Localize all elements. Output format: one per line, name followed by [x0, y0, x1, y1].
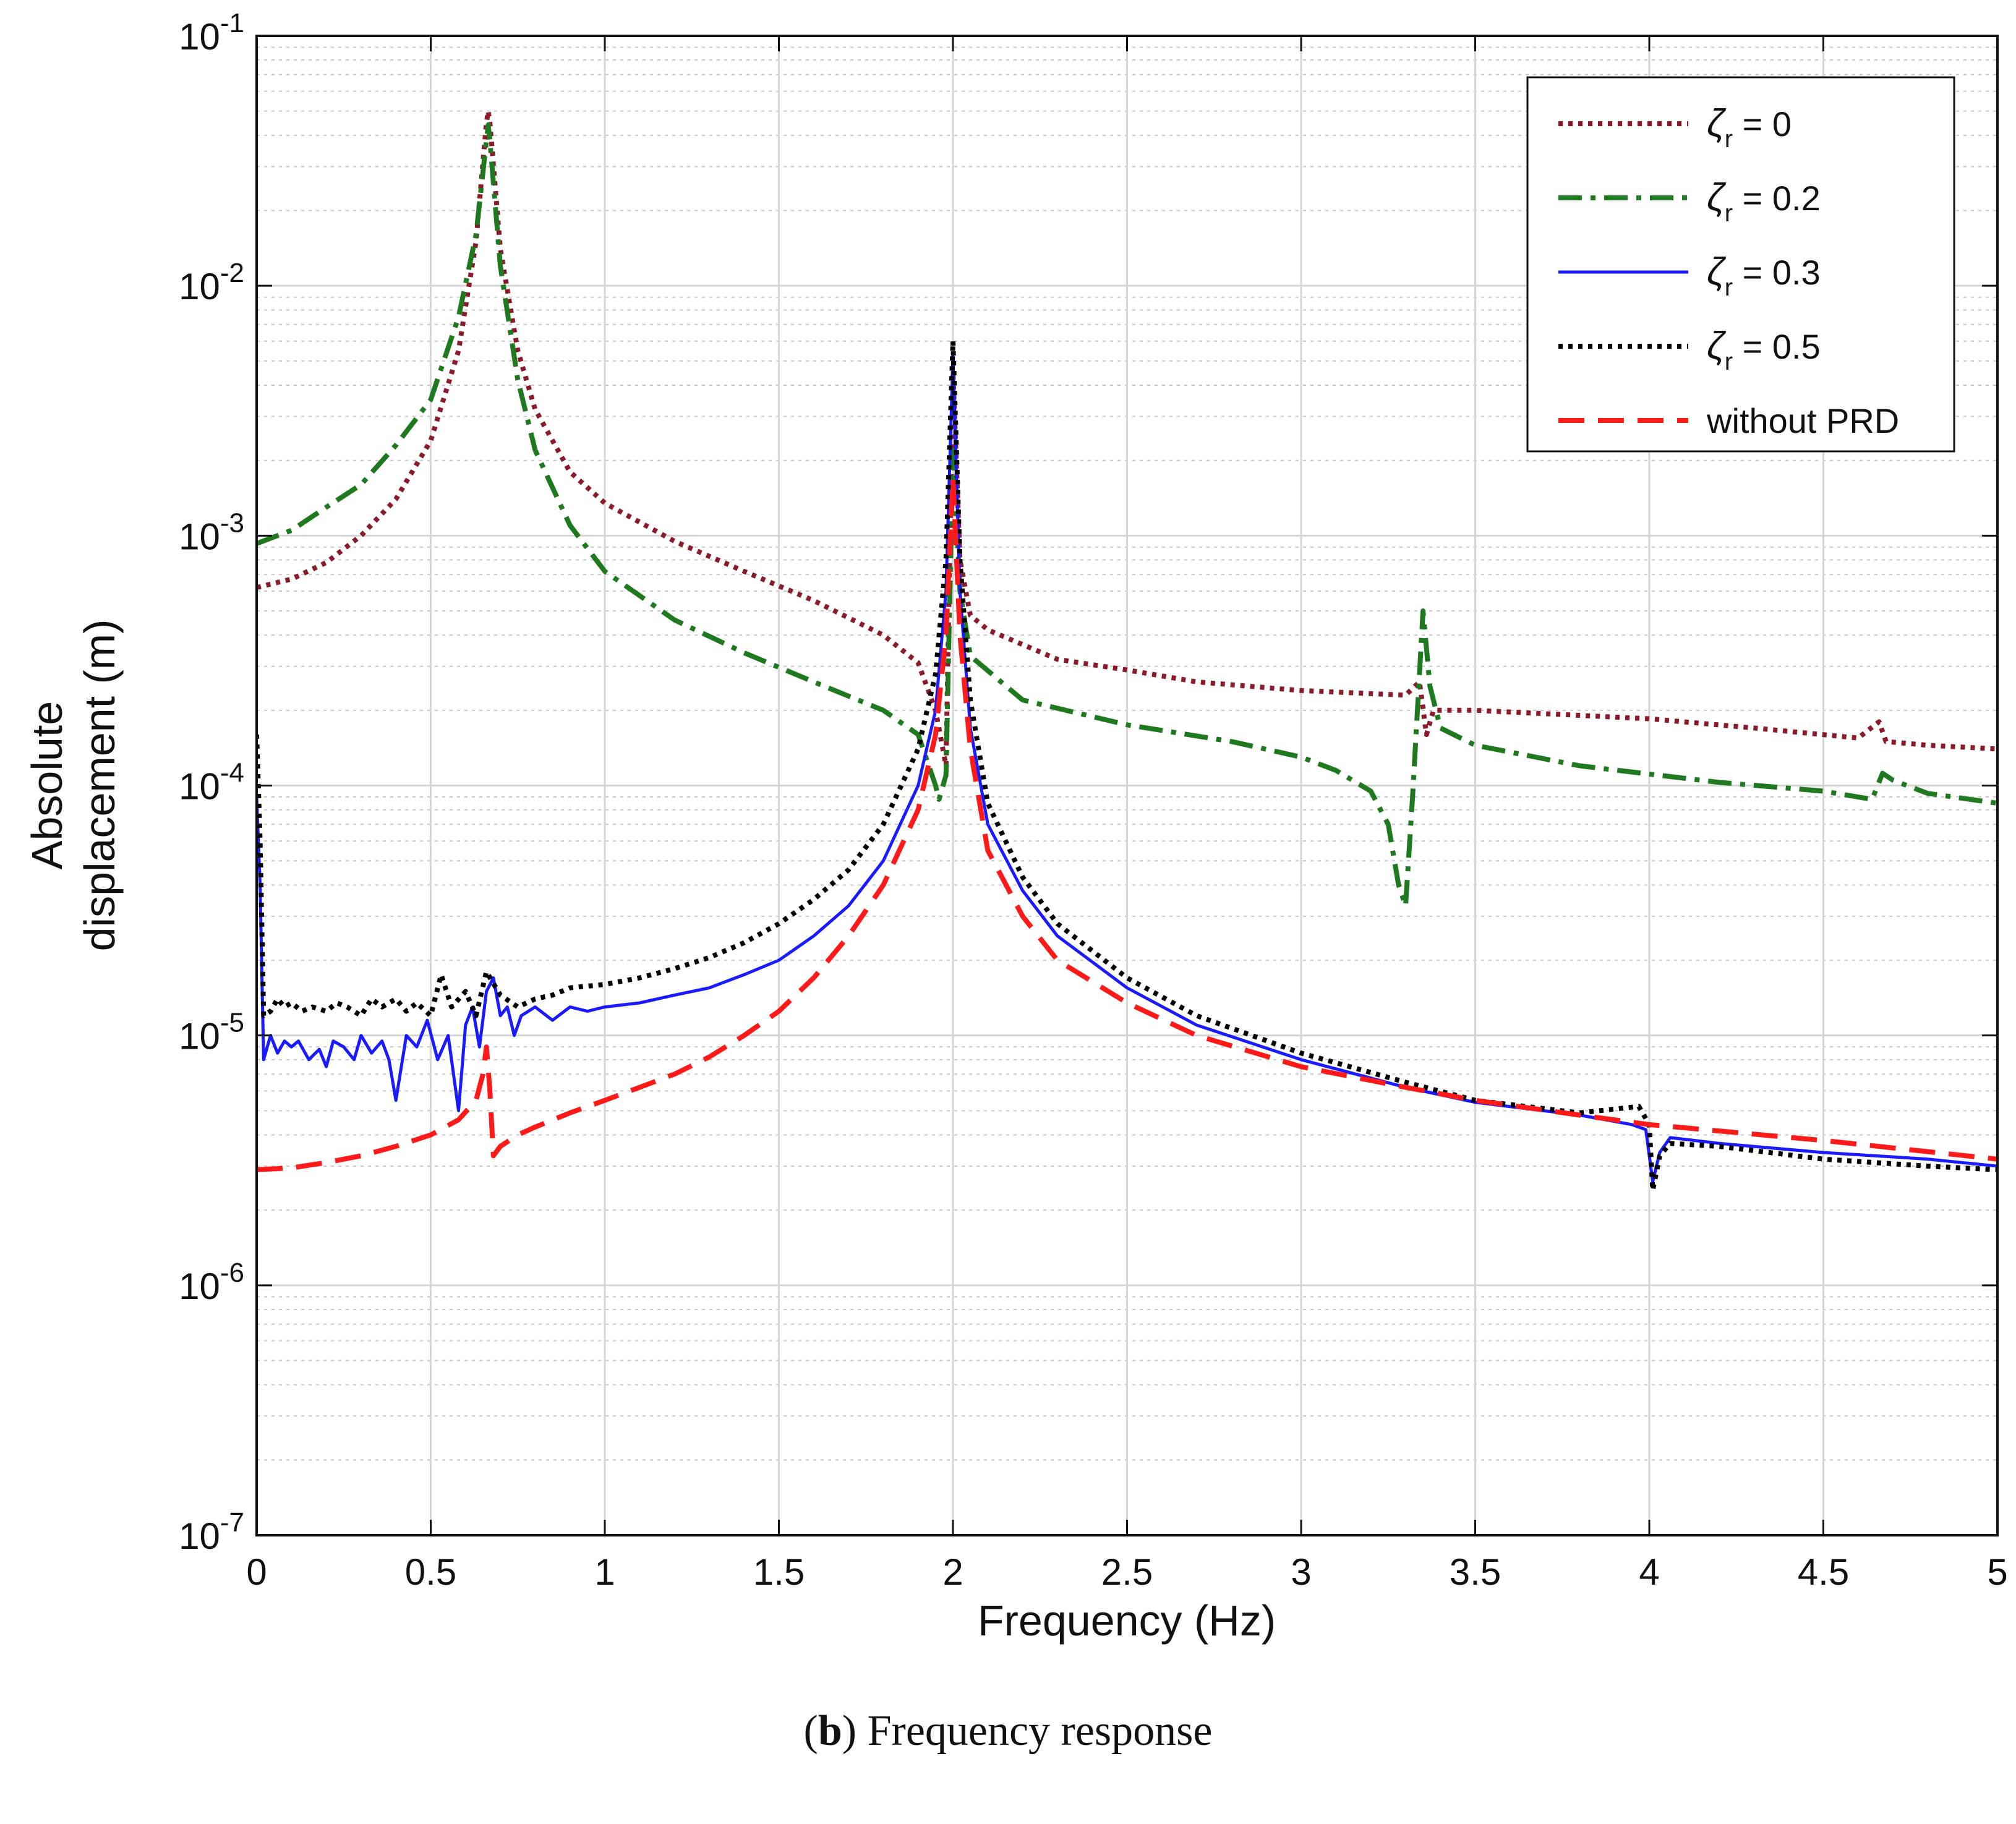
- series-line-4: [257, 475, 1997, 1172]
- x-tick-label: 3: [1291, 1551, 1311, 1593]
- legend-label-0: ζr = 0: [1707, 102, 1792, 153]
- series-line-3: [257, 338, 1997, 1193]
- y-axis-title: Absolute displacement (m): [23, 620, 124, 952]
- series-line-2: [257, 355, 1997, 1183]
- y-tick-label: 10-3: [179, 508, 244, 557]
- y-tick-label: 10-4: [179, 758, 244, 808]
- legend: ζr = 0 ζr = 0.2 ζr = 0.3 ζr = 0.5 without PR…: [1526, 76, 1955, 453]
- x-axis-ticks: 0 0.5 1 1.5 2 2.5 3 3.5 4 4.5 5: [246, 36, 2008, 1593]
- x-tick-label: 4.5: [1798, 1551, 1849, 1593]
- y-tick-label: 10-6: [179, 1258, 244, 1307]
- grid-lines: [255, 35, 1999, 1536]
- x-tick-label: 4: [1639, 1551, 1659, 1593]
- y-tick-label: 10-5: [179, 1008, 244, 1057]
- caption-open: (: [803, 1707, 818, 1755]
- x-tick-label: 3.5: [1450, 1551, 1501, 1593]
- legend-box: [1526, 76, 1955, 453]
- x-tick-label: 2.5: [1101, 1551, 1153, 1593]
- series-line-1: [257, 122, 1997, 909]
- legend-label-1: ζr = 0.2: [1707, 176, 1821, 227]
- x-tick-label: 0: [246, 1551, 267, 1593]
- x-axis-title: Frequency (Hz): [978, 1596, 1276, 1645]
- caption-text: ) Frequency response: [842, 1707, 1213, 1755]
- x-tick-label: 5: [1987, 1551, 2007, 1593]
- x-tick-label: 0.5: [405, 1551, 456, 1593]
- legend-label-4: without PRD: [1706, 401, 1899, 440]
- series-lines: [257, 108, 1997, 1193]
- y-axis-title-line1: Absolute: [23, 701, 71, 869]
- y-axis-title-line2: displacement (m): [75, 620, 124, 952]
- caption-panel-letter: b: [818, 1707, 842, 1755]
- y-tick-label: 10-2: [179, 258, 244, 307]
- y-tick-label: 10-1: [179, 8, 244, 58]
- x-tick-label: 2: [942, 1551, 963, 1593]
- legend-label-2: ζr = 0.3: [1707, 250, 1821, 301]
- x-tick-label: 1: [594, 1551, 615, 1593]
- y-tick-label: 10-7: [179, 1507, 244, 1557]
- figure-caption: (b) Frequency response: [0, 1707, 2016, 1756]
- legend-label-3: ζr = 0.5: [1707, 325, 1821, 375]
- x-tick-label: 1.5: [753, 1551, 805, 1593]
- y-axis-ticks: 10-7 10-6 10-5 10-4 10-3 10-2 10-1: [179, 8, 1997, 1557]
